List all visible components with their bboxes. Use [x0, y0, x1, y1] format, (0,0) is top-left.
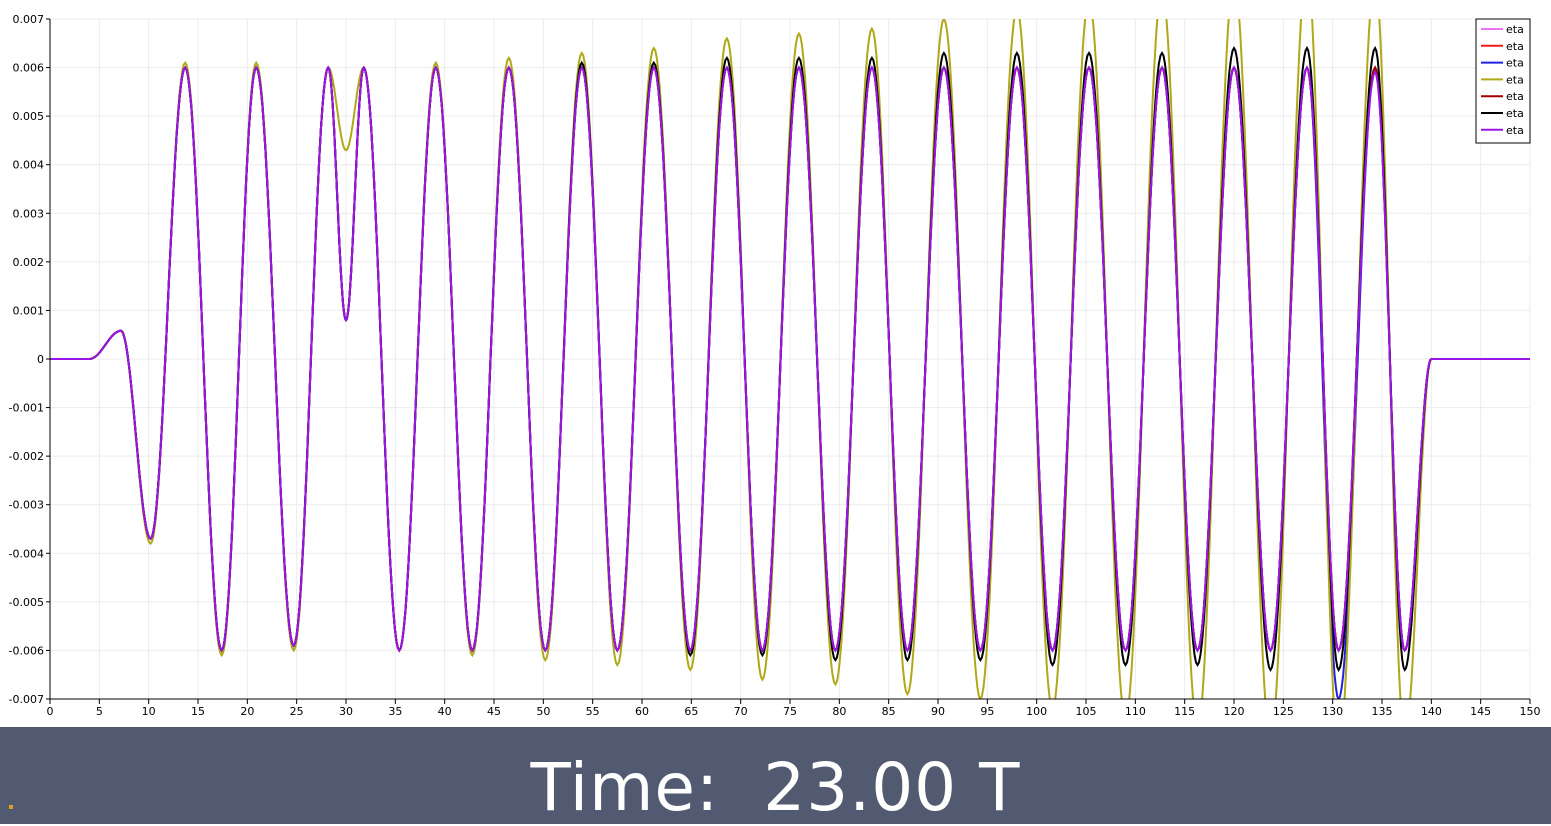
y-tick-label: 0.001 — [13, 304, 45, 317]
x-tick-label: 120 — [1224, 705, 1245, 718]
axes — [46, 19, 1530, 704]
x-tick-label: 20 — [240, 705, 254, 718]
x-tick-labels: 0 5 10 15 20 25 30 35 40 45 50 55 60 65 70 75 80 85 90 95 10… — [47, 705, 1541, 718]
x-tick-label: 75 — [783, 705, 797, 718]
x-tick-label: 0 — [47, 705, 54, 718]
legend-label: eta — [1506, 57, 1524, 70]
time-label: Time: 23.00 T — [531, 749, 1021, 826]
x-tick-label: 5 — [96, 705, 103, 718]
y-tick-label: 0.003 — [13, 207, 45, 220]
x-tick-label: 65 — [684, 705, 698, 718]
x-tick-label: 95 — [980, 705, 994, 718]
x-tick-label: 150 — [1520, 705, 1541, 718]
line-chart: 0.0070.0060.0050.0040.0030.0020.0010-0.0… — [0, 0, 1551, 727]
x-tick-label: 45 — [487, 705, 501, 718]
legend-label: eta — [1506, 107, 1524, 120]
corner-marker-icon — [9, 805, 13, 809]
x-tick-label: 90 — [931, 705, 945, 718]
x-tick-label: 130 — [1322, 705, 1343, 718]
x-tick-label: 35 — [388, 705, 402, 718]
y-tick-label: -0.001 — [9, 402, 44, 415]
x-tick-label: 125 — [1273, 705, 1294, 718]
y-tick-label: 0.002 — [13, 256, 45, 269]
y-tick-label: -0.004 — [9, 547, 44, 560]
legend-label: eta — [1506, 73, 1524, 86]
x-tick-label: 105 — [1076, 705, 1097, 718]
x-tick-label: 60 — [635, 705, 649, 718]
x-tick-label: 55 — [586, 705, 600, 718]
y-tick-label: -0.007 — [9, 693, 44, 706]
x-tick-label: 30 — [339, 705, 353, 718]
x-tick-label: 145 — [1470, 705, 1491, 718]
x-tick-label: 135 — [1372, 705, 1393, 718]
x-tick-label: 15 — [191, 705, 205, 718]
legend-label: eta — [1506, 124, 1524, 137]
x-tick-label: 80 — [832, 705, 846, 718]
y-tick-label: -0.006 — [9, 644, 44, 657]
legend: eta eta eta eta eta eta eta — [1476, 19, 1530, 143]
x-tick-label: 10 — [142, 705, 156, 718]
x-tick-label: 140 — [1421, 705, 1442, 718]
y-tick-labels: 0.007 0.006 0.005 0.004 0.003 0.002 0.001 0 -0.0… — [9, 13, 44, 706]
legend-label: eta — [1506, 23, 1524, 36]
y-tick-label: 0.005 — [13, 110, 45, 123]
time-status-bar: Time: 23.00 T — [0, 727, 1551, 824]
y-tick-label: 0.006 — [13, 62, 45, 75]
y-tick-label: -0.005 — [9, 596, 44, 609]
y-tick-label: -0.002 — [9, 450, 44, 463]
y-tick-label: 0.007 — [13, 13, 45, 26]
x-tick-label: 85 — [882, 705, 896, 718]
x-tick-label: 50 — [536, 705, 550, 718]
x-tick-label: 25 — [290, 705, 304, 718]
legend-label: eta — [1506, 40, 1524, 53]
x-tick-label: 40 — [438, 705, 452, 718]
legend-label: eta — [1506, 90, 1524, 103]
x-tick-label: 110 — [1125, 705, 1146, 718]
y-tick-label: 0 — [37, 353, 44, 366]
x-tick-label: 70 — [734, 705, 748, 718]
y-tick-label: 0.004 — [13, 159, 45, 172]
x-tick-label: 115 — [1174, 705, 1195, 718]
x-tick-label: 100 — [1026, 705, 1047, 718]
y-tick-label: -0.003 — [9, 499, 44, 512]
